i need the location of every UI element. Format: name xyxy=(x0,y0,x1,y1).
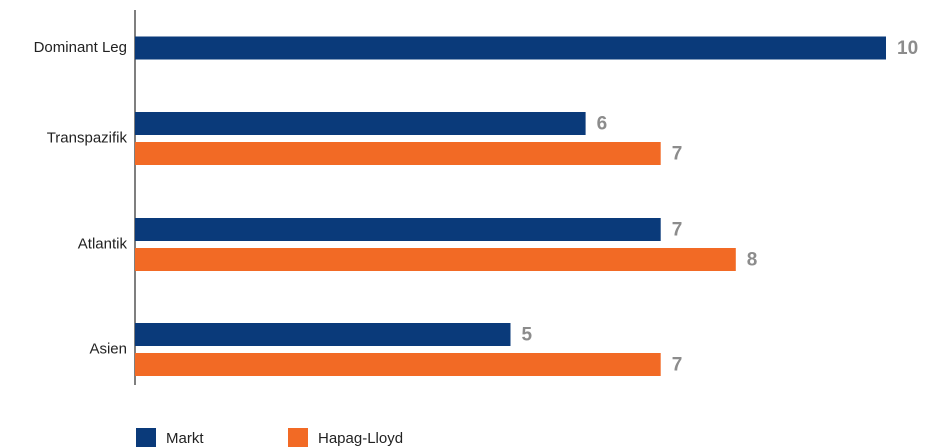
data-label: 6 xyxy=(597,114,608,135)
data-label: 8 xyxy=(747,250,758,271)
bar xyxy=(135,323,511,346)
y-tick-label: Dominant Leg xyxy=(34,39,127,56)
data-label: 7 xyxy=(672,144,683,165)
legend-swatch xyxy=(136,428,156,447)
bar xyxy=(135,112,586,135)
data-label: 5 xyxy=(522,325,533,346)
data-label: 7 xyxy=(672,220,683,241)
data-label: 7 xyxy=(672,355,683,376)
data-label: 10 xyxy=(897,38,918,59)
y-tick-label: Atlantik xyxy=(78,235,128,252)
bar xyxy=(135,353,661,376)
y-tick-label: Asien xyxy=(89,340,127,357)
legend-swatch xyxy=(288,428,308,447)
legend-label: Hapag-Lloyd xyxy=(318,430,403,447)
bar xyxy=(135,218,661,241)
bar xyxy=(135,142,661,165)
legend-label: Markt xyxy=(166,430,204,447)
bar xyxy=(135,36,886,60)
bar xyxy=(135,248,736,271)
y-tick-label: Transpazifik xyxy=(47,129,128,146)
